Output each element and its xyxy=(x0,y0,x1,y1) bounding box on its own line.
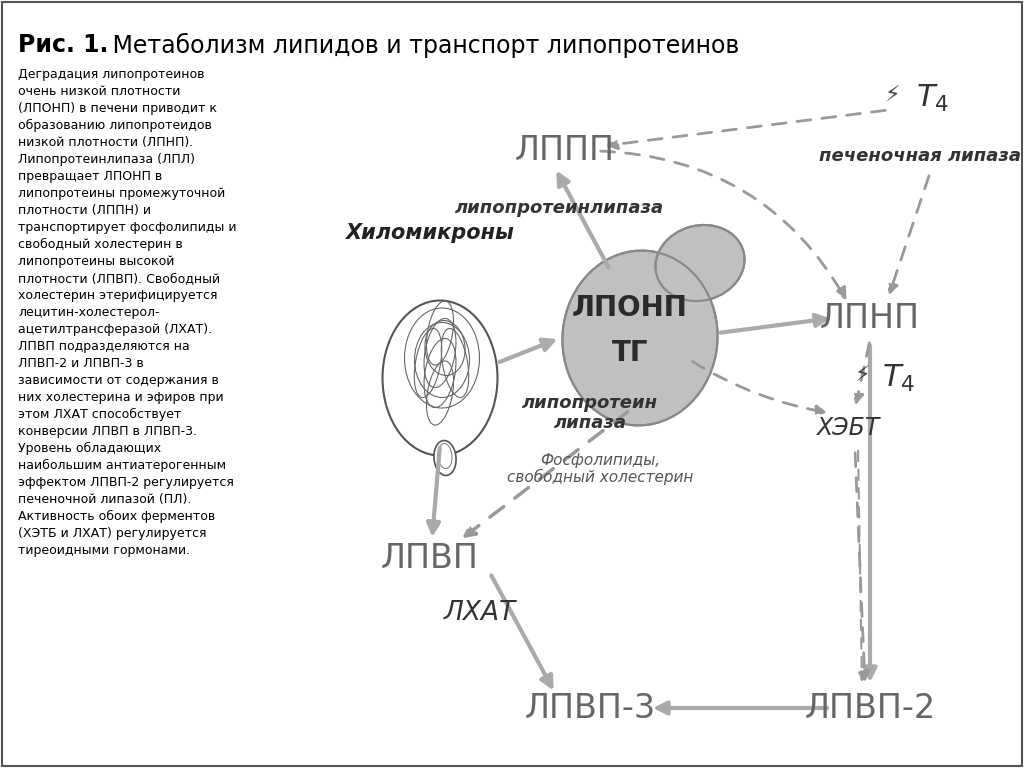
Text: Активность обоих ферментов: Активность обоих ферментов xyxy=(18,510,215,523)
Text: (ХЭТБ и ЛХАТ) регулируется: (ХЭТБ и ЛХАТ) регулируется xyxy=(18,527,207,540)
Text: Фосфолипиды,: Фосфолипиды, xyxy=(540,452,660,468)
Text: ЛПВП-2 и ЛПВП-3 в: ЛПВП-2 и ЛПВП-3 в xyxy=(18,357,143,370)
Text: Метаболизм липидов и транспорт липопротеинов: Метаболизм липидов и транспорт липопроте… xyxy=(105,33,739,58)
Text: липаза: липаза xyxy=(554,414,627,432)
Text: превращает ЛПОНП в: превращает ЛПОНП в xyxy=(18,170,162,183)
Text: транспортирует фосфолипиды и: транспортирует фосфолипиды и xyxy=(18,221,237,234)
Text: конверсии ЛПВП в ЛПВП-3.: конверсии ЛПВП в ЛПВП-3. xyxy=(18,425,197,438)
Text: печеночная липаза: печеночная липаза xyxy=(819,147,1021,165)
Text: липопротеины высокой: липопротеины высокой xyxy=(18,255,174,268)
FancyArrowPatch shape xyxy=(609,111,885,148)
Text: Деградация липопротеинов: Деградация липопротеинов xyxy=(18,68,205,81)
Text: наибольшим антиатерогенным: наибольшим антиатерогенным xyxy=(18,459,226,472)
Text: ЛПВП-3: ЛПВП-3 xyxy=(524,691,655,724)
FancyArrowPatch shape xyxy=(601,151,845,298)
Text: очень низкой плотности: очень низкой плотности xyxy=(18,85,180,98)
Text: липопротеинлипаза: липопротеинлипаза xyxy=(456,199,665,217)
Text: ЛПВП подразделяются на: ЛПВП подразделяются на xyxy=(18,340,189,353)
Text: них холестерина и эфиров при: них холестерина и эфиров при xyxy=(18,391,223,404)
Text: эффектом ЛПВП-2 регулируется: эффектом ЛПВП-2 регулируется xyxy=(18,476,233,489)
Text: тиреоидными гормонами.: тиреоидными гормонами. xyxy=(18,544,190,557)
FancyArrowPatch shape xyxy=(854,343,869,402)
Text: Рис. 1.: Рис. 1. xyxy=(18,33,109,57)
Text: ЛПНП: ЛПНП xyxy=(820,302,920,335)
Text: ЛПВП: ЛПВП xyxy=(381,541,479,574)
Text: $T_4$: $T_4$ xyxy=(916,82,949,114)
FancyArrowPatch shape xyxy=(692,362,824,415)
FancyArrowPatch shape xyxy=(721,315,825,333)
FancyArrowPatch shape xyxy=(428,448,439,532)
Text: холестерин этерифицируется: холестерин этерифицируется xyxy=(18,289,217,302)
Text: свободный холестерин в: свободный холестерин в xyxy=(18,238,182,251)
Text: низкой плотности (ЛПНП).: низкой плотности (ЛПНП). xyxy=(18,136,194,149)
Text: липопротеин: липопротеин xyxy=(522,394,658,412)
Text: плотности (ЛПВП). Свободный: плотности (ЛПВП). Свободный xyxy=(18,272,220,285)
Text: образованию липопротеидов: образованию липопротеидов xyxy=(18,119,212,132)
Text: ⚡: ⚡ xyxy=(884,86,900,106)
Text: липопротеины промежуточной: липопротеины промежуточной xyxy=(18,187,225,200)
Text: $T_4$: $T_4$ xyxy=(882,362,915,393)
FancyArrowPatch shape xyxy=(657,703,827,713)
Text: зависимости от содержания в: зависимости от содержания в xyxy=(18,374,219,387)
Ellipse shape xyxy=(630,268,710,328)
Text: плотности (ЛППН) и: плотности (ЛППН) и xyxy=(18,204,151,217)
Ellipse shape xyxy=(655,225,744,301)
Text: ЛПОНП: ЛПОНП xyxy=(572,294,688,322)
Text: ТГ: ТГ xyxy=(611,339,648,367)
FancyArrowPatch shape xyxy=(492,575,552,687)
Text: ЛПВП-2: ЛПВП-2 xyxy=(805,691,936,724)
Text: ацетилтрансферазой (ЛХАТ).: ацетилтрансферазой (ЛХАТ). xyxy=(18,323,212,336)
FancyArrowPatch shape xyxy=(864,346,876,677)
Text: Липопротеинлипаза (ЛПЛ): Липопротеинлипаза (ЛПЛ) xyxy=(18,153,195,166)
Text: Уровень обладающих: Уровень обладающих xyxy=(18,442,161,455)
Text: Хиломикроны: Хиломикроны xyxy=(345,223,514,243)
FancyArrowPatch shape xyxy=(858,451,865,680)
Ellipse shape xyxy=(383,300,498,455)
Text: свободный холестерин: свободный холестерин xyxy=(507,469,693,485)
Text: печеночной липазой (ПЛ).: печеночной липазой (ПЛ). xyxy=(18,493,191,506)
Text: ЛППП: ЛППП xyxy=(515,134,615,167)
FancyArrowPatch shape xyxy=(465,412,628,536)
Ellipse shape xyxy=(434,441,456,475)
FancyArrowPatch shape xyxy=(558,174,608,267)
Ellipse shape xyxy=(562,250,718,425)
Text: лецитин-холестерол-: лецитин-холестерол- xyxy=(18,306,160,319)
FancyArrowPatch shape xyxy=(500,339,553,362)
Text: (ЛПОНП) в печени приводит к: (ЛПОНП) в печени приводит к xyxy=(18,102,217,115)
Text: ЛХАТ: ЛХАТ xyxy=(444,600,516,626)
Text: ХЭБТ: ХЭБТ xyxy=(816,416,880,440)
FancyArrowPatch shape xyxy=(855,453,868,679)
FancyArrowPatch shape xyxy=(889,176,929,293)
Text: этом ЛХАТ способствует: этом ЛХАТ способствует xyxy=(18,408,181,421)
Text: ⚡: ⚡ xyxy=(854,366,869,386)
